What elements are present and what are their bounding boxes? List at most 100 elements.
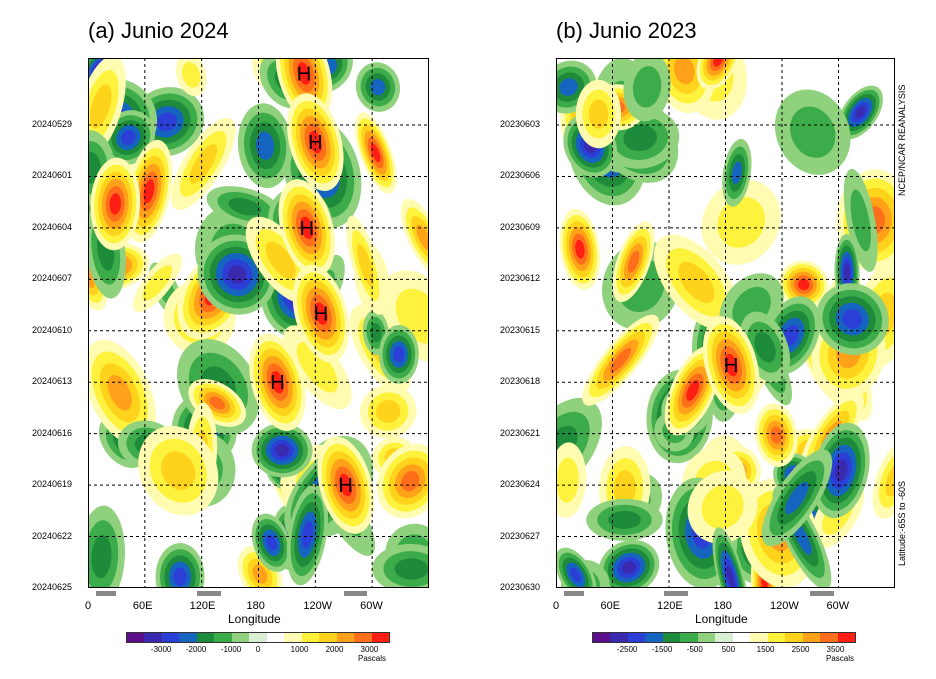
contour-level — [686, 380, 700, 401]
colorbar-swatch — [820, 633, 838, 642]
low-anomaly-blob — [815, 283, 889, 355]
colorbar-swatch — [593, 633, 611, 642]
land-marker — [343, 591, 368, 596]
plot-frame — [88, 58, 429, 588]
contour-level — [724, 353, 738, 377]
high-anomaly-blob — [575, 79, 622, 149]
colorbar-swatch — [371, 633, 390, 642]
low-anomaly-blob — [837, 85, 883, 140]
panel-b-x-axis-title: Longitude — [695, 612, 748, 626]
low-anomaly-blob — [843, 168, 878, 272]
y-tick-label: 20240619 — [32, 479, 73, 490]
high-anomaly-blob — [702, 316, 760, 414]
contour-level — [189, 144, 218, 184]
high-anomaly-blob — [400, 198, 429, 277]
contour-level — [608, 510, 641, 529]
colorbar-swatch — [144, 633, 162, 642]
colorbar-tick-label: 1000 — [290, 645, 309, 654]
high-anomaly-blob — [359, 384, 417, 439]
colorbar-swatch — [319, 633, 337, 642]
contour-level — [678, 261, 715, 303]
contour-level — [394, 558, 429, 580]
y-tick-label: 20240604 — [32, 221, 73, 232]
high-anomaly-blob — [779, 260, 829, 309]
y-tick-label: 20230618 — [500, 376, 541, 387]
colorbar-tick-label: 2000 — [325, 645, 344, 654]
contour-level — [713, 58, 724, 67]
x-tick-label: 120E — [189, 600, 216, 612]
high-anomaly-blob — [582, 314, 660, 406]
high-anomaly-blob — [283, 325, 352, 410]
panel-a-colorbar-unit: Pascals — [358, 654, 387, 663]
colorbar-swatch — [284, 633, 302, 642]
low-anomaly-blob — [251, 513, 292, 572]
high-anomaly-blob — [754, 403, 798, 467]
land-marker — [95, 591, 117, 596]
low-anomaly-blob — [286, 483, 328, 586]
panel-b-title: (b) Junio 2023 — [556, 18, 697, 43]
colorbar-tick-label: -3000 — [150, 645, 172, 654]
colorbar-tick-label: 500 — [721, 645, 736, 654]
high-anomaly-blob — [687, 470, 758, 544]
contour-level — [588, 99, 609, 129]
low-anomaly-blob — [556, 547, 597, 588]
contour-level — [610, 347, 632, 373]
contour-level — [782, 324, 799, 347]
contour-level — [627, 250, 640, 273]
high-anomaly-blob — [376, 443, 429, 519]
high-anomaly-blob — [653, 234, 739, 331]
high-anomaly-blob — [175, 58, 207, 97]
x-tick-label: 0 — [85, 600, 92, 612]
contour-level — [109, 193, 122, 215]
high-anomaly-blob — [138, 425, 219, 516]
colorbar-swatch — [301, 633, 320, 642]
high-anomaly-blob — [317, 436, 374, 534]
contour-level — [401, 470, 420, 492]
high-anomaly-blob — [559, 208, 601, 290]
contour-level — [570, 567, 582, 583]
contour-level — [842, 309, 863, 329]
land-marker — [563, 591, 585, 596]
contour-level — [88, 151, 101, 184]
colorbar-swatch — [697, 633, 716, 642]
colorbar-swatch — [732, 633, 751, 642]
contour-level — [142, 265, 173, 301]
contour-level — [107, 375, 132, 411]
low-anomaly-blob — [206, 186, 284, 228]
contour-level — [559, 78, 578, 96]
contour-level — [790, 106, 836, 158]
y-tick-label: 20230609 — [500, 221, 541, 232]
contour-level — [173, 567, 187, 587]
contour-level — [252, 564, 268, 584]
contour-level — [834, 459, 848, 482]
contour-level — [393, 346, 405, 363]
high-anomaly-blob — [701, 179, 781, 265]
high-pressure-marker: H — [270, 372, 284, 394]
contour-level — [370, 143, 381, 163]
contour-level — [357, 244, 374, 287]
source-label: NCEP/NCAR REANALYSIS — [897, 84, 907, 196]
contour-level — [121, 130, 136, 146]
contour-level — [416, 224, 429, 251]
high-anomaly-blob — [170, 117, 236, 210]
y-tick-label: 20240622 — [32, 530, 73, 541]
contour-level — [575, 239, 585, 259]
high-anomaly-blob — [88, 339, 157, 446]
contour-level — [181, 62, 201, 88]
high-anomaly-blob — [696, 58, 740, 90]
colorbar-tick-label: 3500 — [826, 645, 845, 654]
contour-level — [855, 106, 866, 119]
low-anomaly-blob — [774, 89, 851, 175]
y-tick-label: 20230627 — [500, 530, 541, 541]
contour-level — [209, 396, 226, 410]
high-anomaly-blob — [346, 215, 385, 315]
land-marker — [664, 591, 688, 596]
panel-a-x-axis-title: Longitude — [228, 612, 281, 626]
contour-level — [296, 342, 338, 393]
y-tick-label: 20240607 — [32, 273, 73, 284]
y-tick-label: 20230603 — [500, 119, 541, 129]
y-tick-label: 20240601 — [32, 170, 73, 181]
contour-level — [770, 426, 783, 444]
colorbar-swatch — [336, 633, 355, 642]
contour-level — [89, 84, 112, 129]
